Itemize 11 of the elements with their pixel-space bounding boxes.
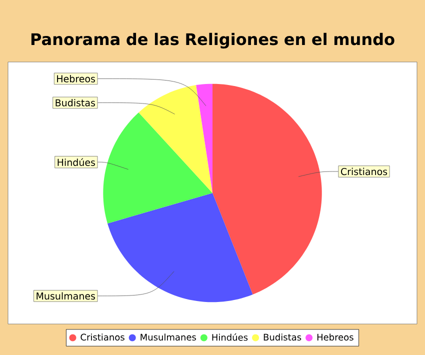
legend-label: Musulmanes <box>140 334 196 341</box>
legend-label: Hebreos <box>317 334 354 341</box>
slice-label: Cristianos <box>340 168 388 176</box>
legend-label: Hindúes <box>212 333 248 341</box>
slice-label: Hebreos <box>57 75 96 82</box>
legend-label: Budistas <box>264 334 302 341</box>
chart-title: Panorama de las Religiones en el mundo <box>31 32 394 48</box>
legend-label: Cristianos <box>80 334 124 341</box>
slice-label: Hindúes <box>58 158 96 166</box>
slice-label: Musulmanes <box>36 292 96 300</box>
slice-label: Budistas <box>56 99 96 106</box>
